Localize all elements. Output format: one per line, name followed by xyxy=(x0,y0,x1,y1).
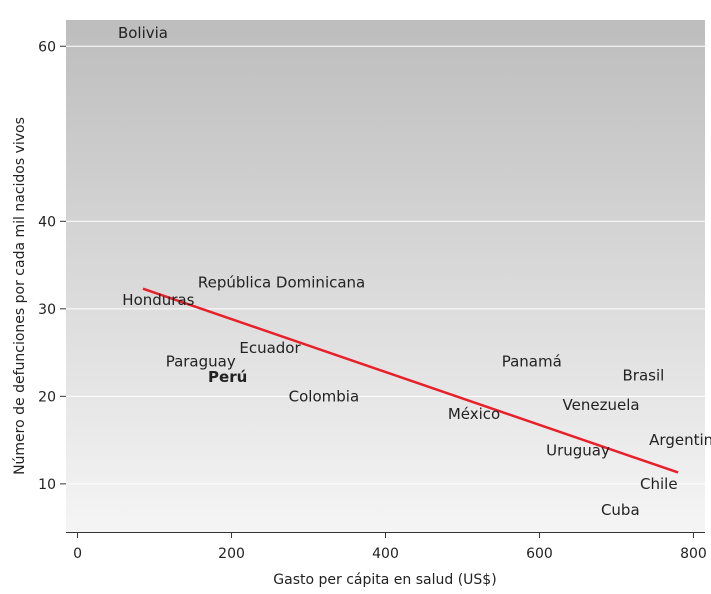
point-label-ecuador: Ecuador xyxy=(239,339,301,357)
plot-background xyxy=(66,20,705,532)
point-label-venezuela: Venezuela xyxy=(563,396,640,414)
point-label-per-: Perú xyxy=(208,368,247,386)
point-label-paraguay: Paraguay xyxy=(166,352,236,370)
y-tick-label: 60 xyxy=(38,39,56,55)
x-tick-label: 400 xyxy=(372,546,399,562)
point-label-rep-blica-dominicana: República Dominicana xyxy=(198,274,365,292)
y-tick-label: 10 xyxy=(38,477,56,493)
point-label-honduras: Honduras xyxy=(122,291,194,309)
y-axis-title: Número de defunciones por cada mil nacid… xyxy=(12,117,28,475)
x-tick-label: 0 xyxy=(73,546,82,562)
x-axis-title: Gasto per cápita en salud (US$) xyxy=(273,572,496,588)
grid-lines xyxy=(66,45,705,485)
x-tick-label: 600 xyxy=(526,546,553,562)
y-tick-label: 40 xyxy=(38,214,56,230)
point-label-brasil: Brasil xyxy=(623,366,665,384)
point-label-uruguay: Uruguay xyxy=(546,442,610,460)
x-tick-label: 800 xyxy=(680,546,707,562)
y-tick-label: 30 xyxy=(38,302,56,318)
point-label-panam-: Panamá xyxy=(502,352,562,370)
point-label-cuba: Cuba xyxy=(601,501,640,519)
point-label-chile: Chile xyxy=(640,475,678,493)
trendline xyxy=(142,287,679,474)
x-tick-label: 200 xyxy=(218,546,245,562)
point-label-argentina: Argentina xyxy=(649,431,711,449)
y-tick-label: 20 xyxy=(38,389,56,405)
trendline-group xyxy=(142,287,679,474)
point-label-colombia: Colombia xyxy=(289,387,360,405)
point-label-m-xico: México xyxy=(448,405,500,423)
point-label-bolivia: Bolivia xyxy=(118,24,168,42)
